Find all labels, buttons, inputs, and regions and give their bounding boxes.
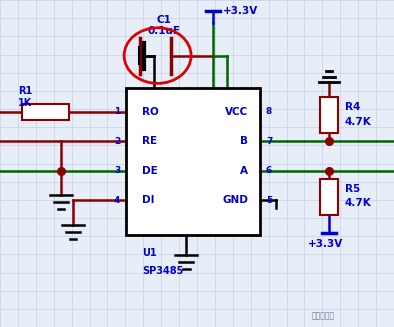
Text: 4: 4 <box>114 196 120 205</box>
Text: +3.3V: +3.3V <box>223 7 258 16</box>
Text: SP3485: SP3485 <box>142 267 183 276</box>
Text: 8: 8 <box>266 107 272 116</box>
Bar <box>320 179 338 215</box>
Text: R1: R1 <box>18 86 32 95</box>
Text: 2: 2 <box>114 137 120 146</box>
Text: DE: DE <box>142 166 158 176</box>
Text: 5: 5 <box>266 196 272 205</box>
Text: VCC: VCC <box>225 107 248 117</box>
Text: R4: R4 <box>345 102 360 112</box>
Text: 6: 6 <box>266 166 272 175</box>
Text: 1K: 1K <box>18 98 32 108</box>
Bar <box>320 97 338 133</box>
Text: 7: 7 <box>266 137 272 146</box>
Text: GND: GND <box>222 195 248 205</box>
Text: C1: C1 <box>156 15 171 25</box>
Text: U1: U1 <box>142 249 156 258</box>
Bar <box>22 104 69 120</box>
Text: A: A <box>240 166 248 176</box>
Text: 0.1uF: 0.1uF <box>147 26 180 36</box>
Text: 3: 3 <box>114 166 120 175</box>
Text: 4.7K: 4.7K <box>345 198 372 208</box>
Bar <box>126 88 260 235</box>
Text: RO: RO <box>142 107 159 117</box>
Text: R5: R5 <box>345 184 360 194</box>
Text: 4.7K: 4.7K <box>345 117 372 127</box>
Text: B: B <box>240 136 248 146</box>
Text: RE: RE <box>142 136 157 146</box>
Text: 科技老顽童: 科技老顽童 <box>312 311 335 320</box>
Text: DI: DI <box>142 195 154 205</box>
Text: 1: 1 <box>114 107 120 116</box>
Text: +3.3V: +3.3V <box>307 239 343 249</box>
